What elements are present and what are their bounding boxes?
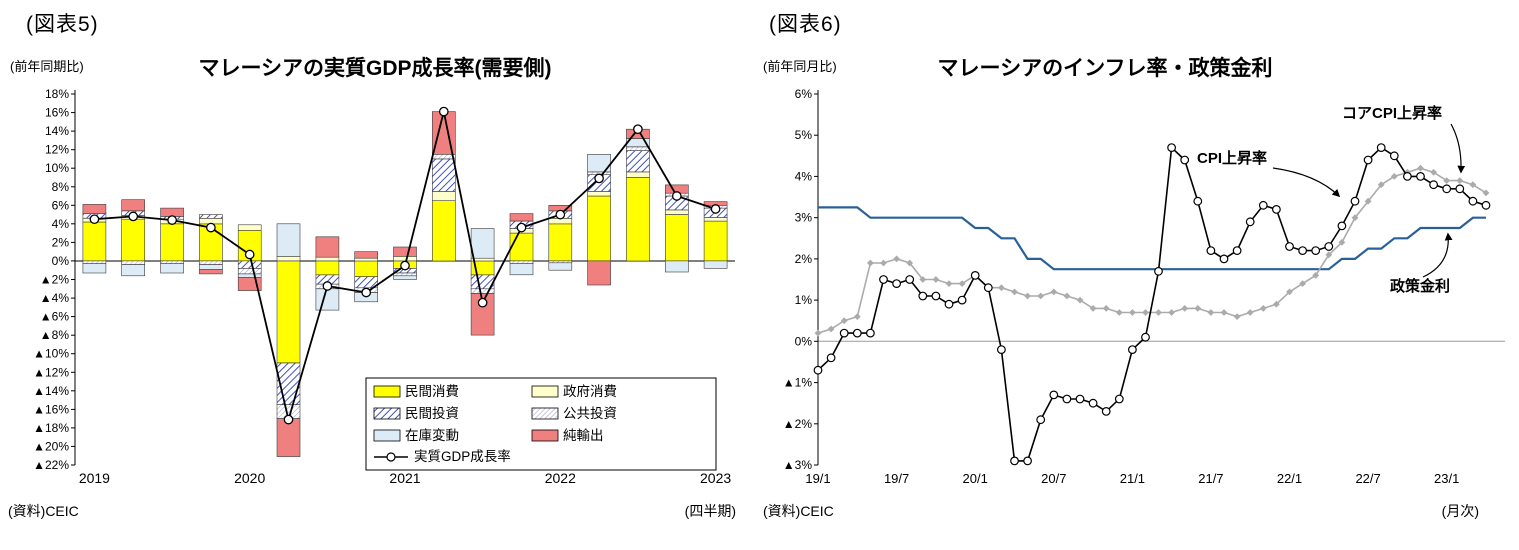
svg-text:▲22%: ▲22% [33,458,69,472]
svg-text:▲6%: ▲6% [40,310,70,324]
svg-text:6%: 6% [795,87,813,101]
figure-label-5: (図表5) [26,13,99,36]
inflation-xaxis-note: (月次) [1441,503,1479,519]
inflation-yaxis-note: (前年同月比) [763,59,837,74]
svg-text:▲4%: ▲4% [40,291,70,305]
svg-text:CPI上昇率: CPI上昇率 [1197,149,1267,167]
svg-text:2022: 2022 [545,470,576,486]
svg-text:5%: 5% [795,128,813,142]
svg-text:19/1: 19/1 [805,471,830,486]
svg-text:純輸出: 純輸出 [563,428,604,443]
svg-text:政策金利: 政策金利 [1390,277,1450,295]
svg-text:16%: 16% [45,106,69,120]
svg-text:20/1: 20/1 [963,471,988,486]
gdp-chart-panel: (図表5) (前年同期比) マレーシアの実質GDP成長率(需要側) 18% 16%… [0,0,750,550]
inflation-plot-area: 6% 5% 4% 3% 2% 1% 0% ▲1% ▲2% ▲3%19/1 19/7 20/1 20/7 2… [783,87,1505,486]
svg-text:2019: 2019 [79,470,110,486]
svg-text:▲3%: ▲3% [783,458,813,472]
svg-text:公共投資: 公共投資 [563,406,617,421]
svg-text:19/7: 19/7 [884,471,909,486]
figure-label-6: (図表6) [769,13,842,36]
svg-text:2020: 2020 [234,470,265,486]
svg-text:8%: 8% [52,180,70,194]
svg-text:21/7: 21/7 [1198,471,1223,486]
svg-text:▲16%: ▲16% [33,402,69,416]
inflation-chart-svg: 6% 5% 4% 3% 2% 1% 0% ▲1% ▲2% ▲3%19/1 19/7 20/1 20/7 2… [783,87,1505,486]
svg-text:2%: 2% [795,252,813,266]
svg-text:0%: 0% [795,334,813,348]
svg-text:▲20%: ▲20% [33,439,69,453]
svg-text:民間消費: 民間消費 [405,384,459,399]
svg-text:22/7: 22/7 [1355,471,1380,486]
svg-text:22/1: 22/1 [1277,471,1302,486]
svg-text:4%: 4% [52,217,70,231]
svg-text:2021: 2021 [389,470,420,486]
svg-text:▲18%: ▲18% [33,421,69,435]
svg-text:10%: 10% [45,161,69,175]
gdp-plot-area: 18% 16% 14% 12% 10% 8% 6% 4% 2% 0% ▲2% ▲4% ▲6% ▲8% ▲10… [33,87,735,486]
svg-text:在庫変動: 在庫変動 [405,427,459,443]
svg-text:▲1%: ▲1% [783,376,813,390]
svg-text:3%: 3% [795,211,813,225]
svg-text:政府消費: 政府消費 [563,384,617,399]
svg-text:12%: 12% [45,143,69,157]
svg-text:14%: 14% [45,124,69,138]
svg-text:4%: 4% [795,169,813,183]
svg-text:1%: 1% [795,293,813,307]
svg-text:2%: 2% [52,235,70,249]
gdp-chart-title: マレーシアの実質GDP成長率(需要側) [198,57,552,80]
inflation-chart-panel: (図表6) (前年同月比) マレーシアのインフレ率・政策金利 6% 5% 4% 3% 2… [755,0,1519,550]
svg-text:0%: 0% [52,254,70,268]
gdp-chart-svg: 18% 16% 14% 12% 10% 8% 6% 4% 2% 0% ▲2% ▲4% ▲6% ▲8% ▲10… [33,87,735,486]
inflation-source-note: (資料)CEIC [763,503,834,519]
svg-text:▲2%: ▲2% [783,417,813,431]
svg-text:▲12%: ▲12% [33,365,69,379]
svg-text:▲2%: ▲2% [40,273,70,287]
gdp-xaxis-note: (四半期) [684,503,736,519]
svg-text:コアCPI上昇率: コアCPI上昇率 [1342,104,1442,122]
svg-text:民間投資: 民間投資 [405,406,459,421]
gdp-yaxis-note: (前年同期比) [10,59,84,74]
svg-text:▲8%: ▲8% [40,328,70,342]
svg-text:21/1: 21/1 [1120,471,1145,486]
svg-text:18%: 18% [45,87,69,101]
gdp-source-note: (資料)CEIC [8,503,79,519]
svg-text:20/7: 20/7 [1041,471,1066,486]
inflation-chart-title: マレーシアのインフレ率・政策金利 [937,57,1273,80]
svg-text:23/1: 23/1 [1434,471,1459,486]
svg-text:実質GDP成長率: 実質GDP成長率 [414,448,511,464]
svg-text:▲10%: ▲10% [33,347,69,361]
svg-text:6%: 6% [52,198,70,212]
svg-text:▲14%: ▲14% [33,384,69,398]
svg-text:2023: 2023 [700,470,731,486]
